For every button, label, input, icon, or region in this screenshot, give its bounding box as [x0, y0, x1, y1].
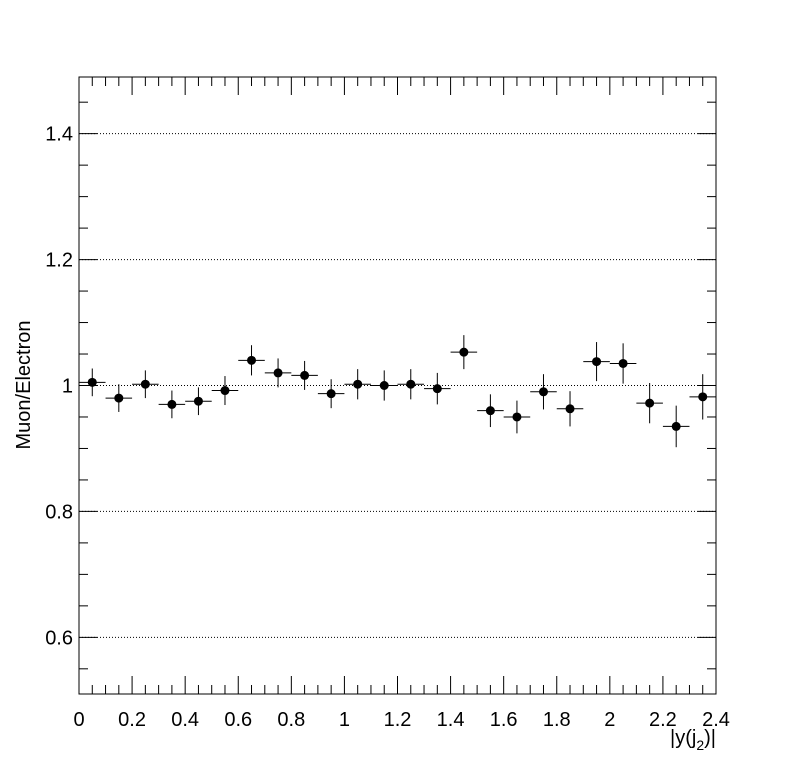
y-tick-label: 1.2	[45, 250, 73, 272]
y-tick-label: 1.4	[45, 124, 73, 146]
point-marker	[379, 381, 389, 390]
point-marker	[220, 386, 230, 396]
data-point	[291, 360, 318, 390]
plot-frame	[78, 76, 717, 695]
point-marker	[671, 421, 681, 431]
y-axis-title: Muon/Electron	[13, 321, 35, 450]
x-tick-label: 2	[604, 709, 615, 731]
data-point	[636, 382, 663, 424]
x-tick-label: 0.8	[277, 709, 305, 731]
point-marker	[273, 368, 283, 378]
point-marker	[512, 412, 522, 422]
y-tick-label: 1	[62, 376, 73, 398]
data-point	[132, 370, 159, 399]
data-point	[344, 369, 371, 400]
data-point	[477, 394, 504, 428]
data-point	[105, 384, 133, 412]
x-tick-label: 1.4	[437, 709, 465, 731]
x-tick-label: 1	[339, 709, 350, 731]
tick-labels: 0 0.2 0.4 0.6 0.8 1 1.2 1.4 1.6 1.8 2 2.2 2.4 0.6 0.8 1…	[45, 124, 730, 731]
data-point	[662, 405, 690, 448]
x-axis-title: |y(j2)|	[670, 727, 716, 753]
x-tick-label: 1.6	[490, 709, 518, 731]
point-marker	[353, 379, 363, 389]
data-point	[317, 379, 345, 409]
x-axis-title-main: |y(j	[670, 727, 696, 749]
point-marker	[114, 393, 124, 403]
x-tick-label: 0.6	[224, 709, 252, 731]
point-marker	[538, 387, 548, 397]
point-marker	[485, 406, 495, 416]
data-point	[556, 391, 584, 427]
point-marker	[326, 389, 336, 399]
x-tick-label: 2.4	[702, 709, 730, 731]
point-marker	[300, 370, 310, 380]
point-marker	[459, 347, 469, 357]
point-marker	[565, 404, 575, 414]
data-point	[238, 345, 265, 376]
point-marker	[87, 377, 97, 387]
x-axis-title-tail: )|	[704, 727, 716, 749]
data-point	[211, 376, 239, 406]
data-point	[689, 374, 716, 420]
x-axis-title-subscript: 2	[696, 737, 704, 753]
data-point	[450, 335, 478, 370]
point-marker	[592, 357, 602, 367]
data-point	[503, 400, 531, 434]
data-point	[158, 390, 186, 419]
point-marker	[167, 399, 177, 409]
data-point	[397, 369, 425, 400]
point-marker	[645, 398, 655, 408]
data-point	[530, 374, 557, 410]
data-points	[79, 335, 716, 448]
point-marker	[432, 384, 442, 394]
data-point	[424, 372, 451, 405]
x-tick-label: 1.2	[384, 709, 412, 731]
point-marker	[618, 358, 628, 368]
data-point	[185, 387, 212, 416]
data-point	[79, 368, 106, 397]
data-point	[264, 358, 292, 388]
x-tick-label: 0	[73, 709, 84, 731]
point-marker	[140, 379, 150, 389]
data-point	[609, 343, 637, 384]
point-marker	[247, 355, 257, 365]
data-point	[583, 342, 610, 382]
y-tick-label: 0.8	[45, 501, 73, 523]
point-marker	[193, 396, 203, 406]
x-tick-label: 1.8	[543, 709, 571, 731]
x-tick-label: 0.2	[118, 709, 146, 731]
x-tick-label: 0.4	[171, 709, 199, 731]
point-marker	[698, 392, 708, 402]
point-marker	[406, 379, 416, 389]
data-point	[370, 370, 398, 401]
y-tick-label: 0.6	[45, 627, 73, 649]
x-tick-label: 2.2	[649, 709, 677, 731]
